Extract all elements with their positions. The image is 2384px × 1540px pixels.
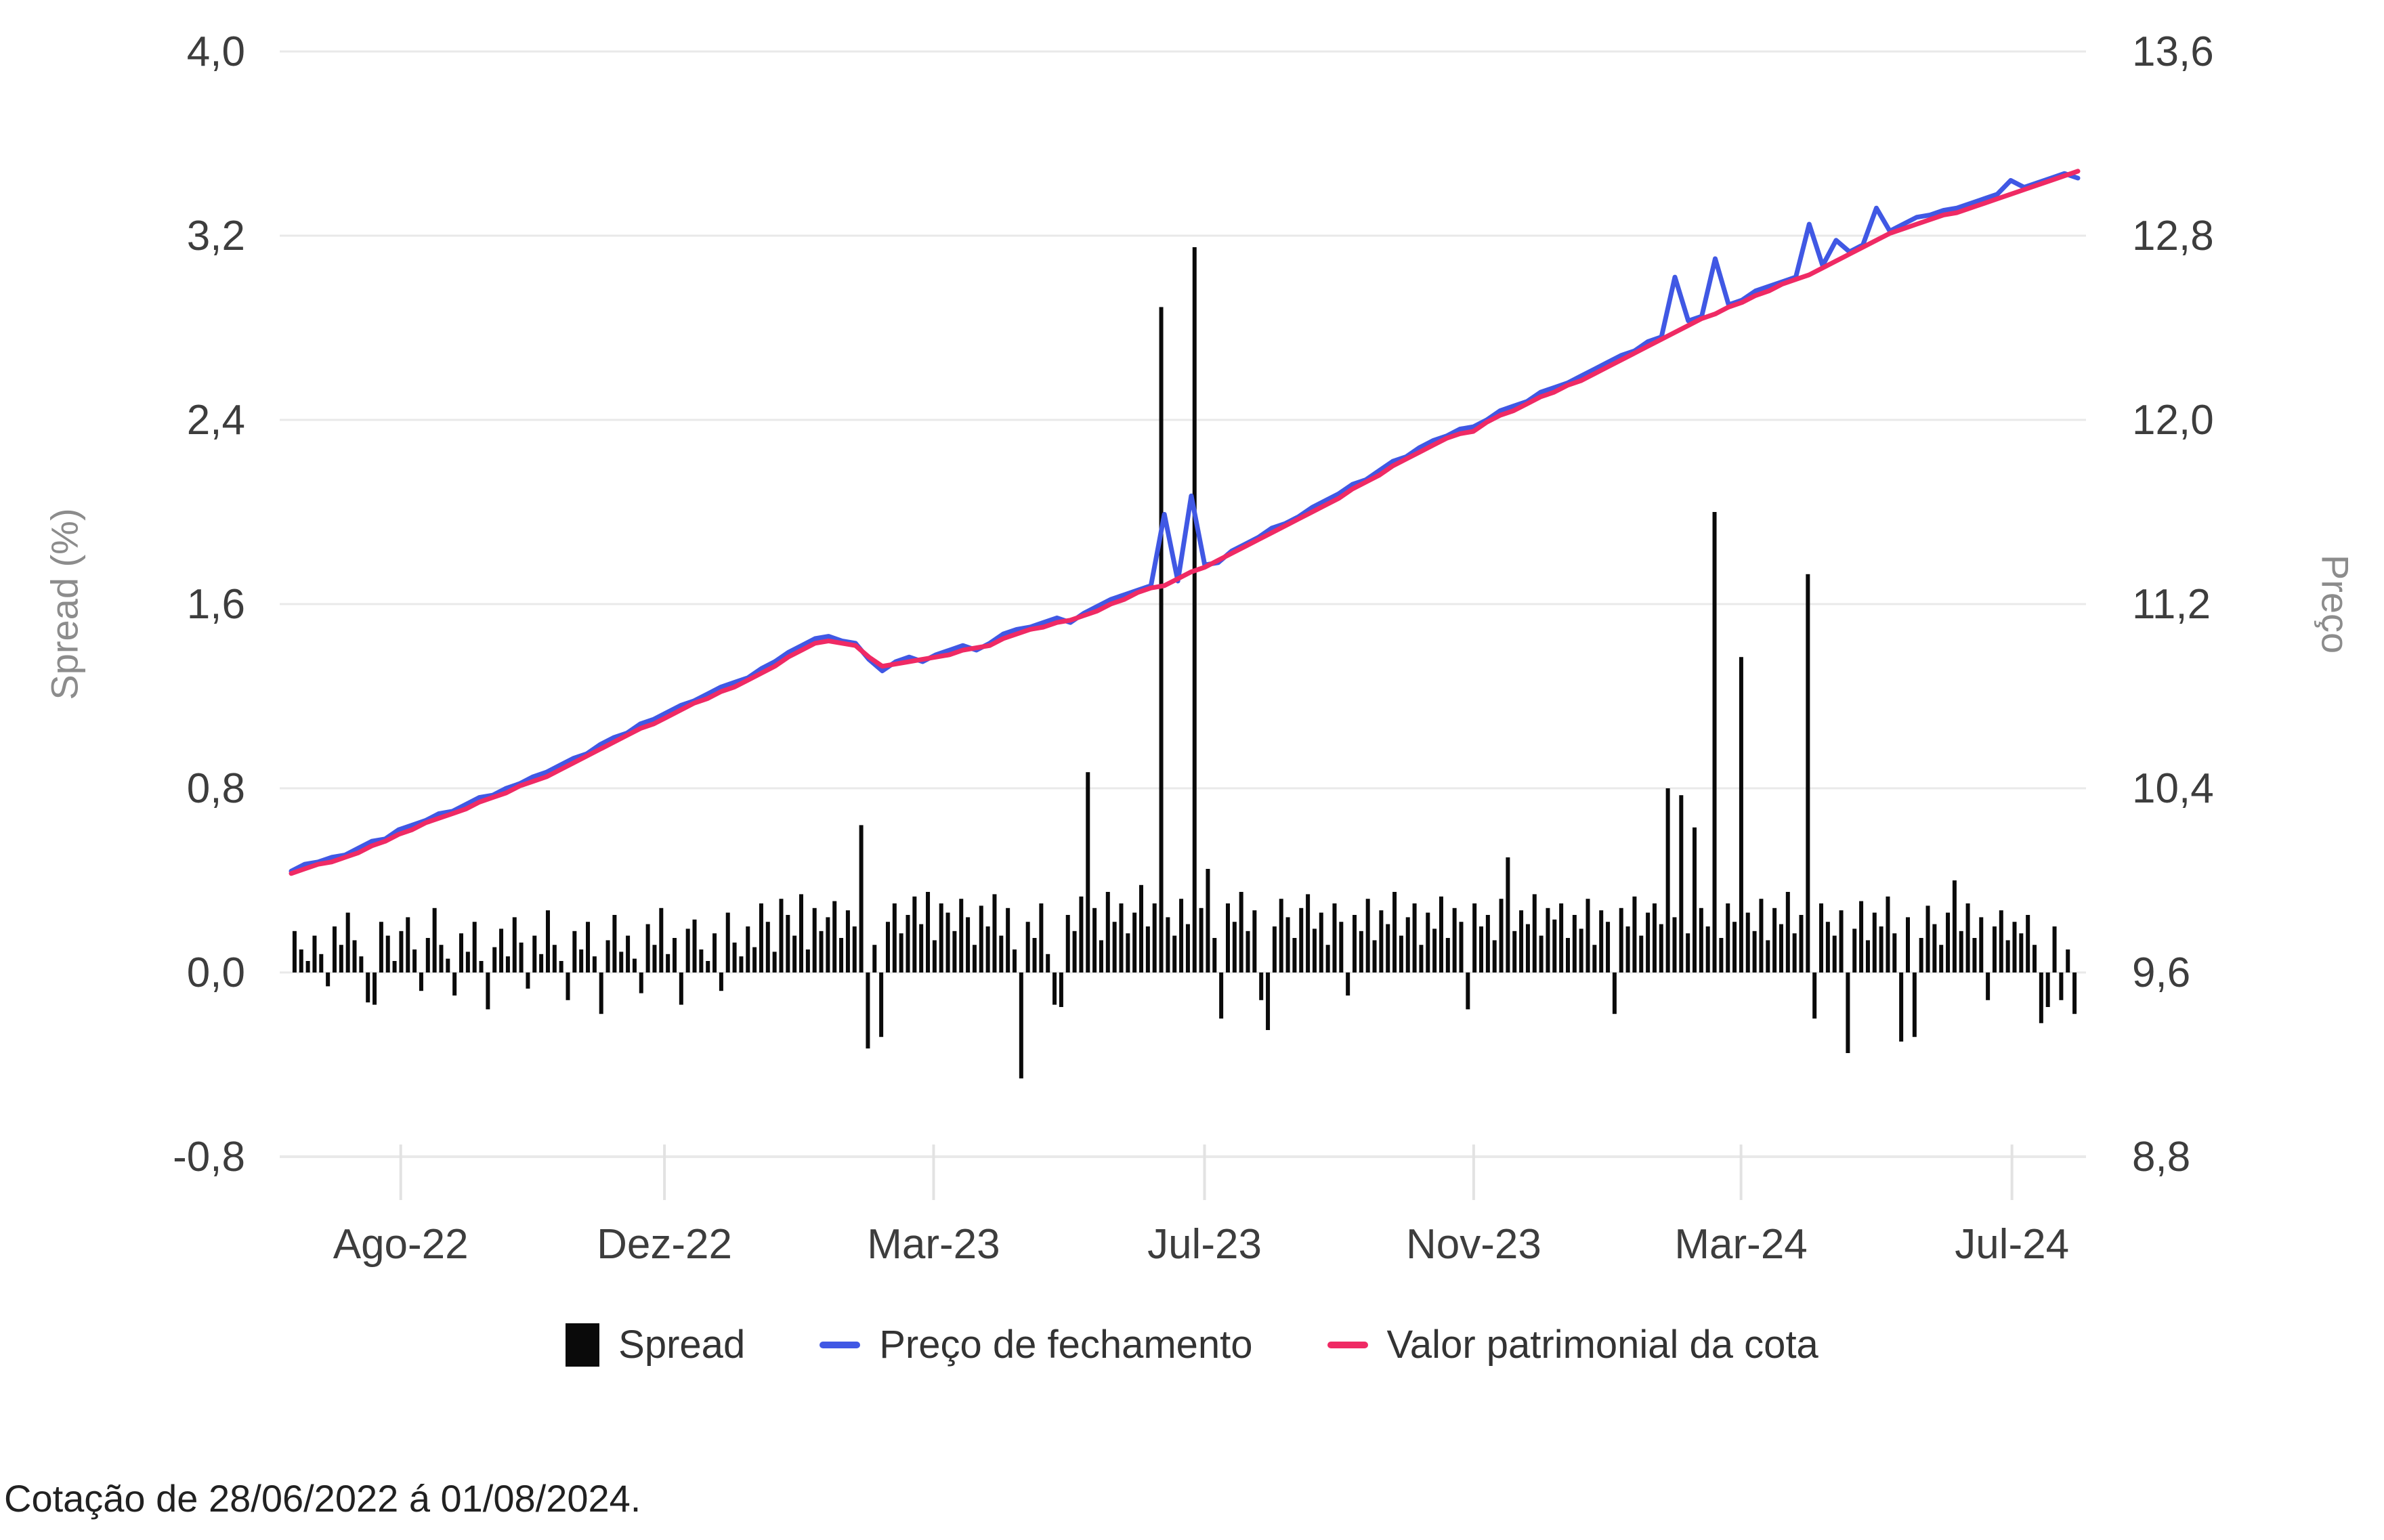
legend-label-close-price: Preço de fechamento [879,1323,1253,1367]
svg-text:11,2: 11,2 [2132,581,2211,628]
svg-text:Jul-23: Jul-23 [1147,1221,1262,1268]
svg-text:Ago-22: Ago-22 [333,1221,469,1268]
x-axis-ticks [399,1145,2014,1200]
nav-swatch-icon [1327,1341,1368,1348]
legend-label-nav: Valor patrimonial da cota [1386,1323,1818,1367]
left-axis-tick-labels: 4,0 3,2 2,4 1,6 0,8 0,0 -0,8 [173,28,245,1180]
svg-text:3,2: 3,2 [187,213,245,259]
legend-label-spread: Spread [618,1323,746,1367]
svg-text:0,8: 0,8 [187,765,245,812]
svg-text:1,6: 1,6 [187,581,245,628]
spread-swatch-icon [566,1323,600,1367]
price-lines [289,169,2081,876]
svg-text:2,4: 2,4 [187,397,245,444]
svg-text:Mar-24: Mar-24 [1674,1221,1807,1268]
svg-text:4,0: 4,0 [187,28,245,75]
legend-item-spread: Spread [566,1322,745,1367]
spread-bars [292,247,2077,1079]
svg-text:Jul-24: Jul-24 [1955,1221,2069,1268]
svg-text:10,4: 10,4 [2132,765,2214,812]
svg-text:8,8: 8,8 [2132,1134,2190,1180]
close-price-swatch-icon [820,1341,861,1348]
svg-text:0,0: 0,0 [187,949,245,996]
svg-text:12,0: 12,0 [2132,397,2214,444]
svg-text:-0,8: -0,8 [173,1134,245,1180]
svg-text:Mar-23: Mar-23 [867,1221,1000,1268]
x-axis-tick-labels: Ago-22 Dez-22 Mar-23 Jul-23 Nov-23 Mar-24 Jul-… [333,1221,2069,1268]
caption: Cotação de 28/06/2022 á 01/08/2024. [4,1477,641,1520]
legend-item-close-price: Preço de fechamento [820,1322,1253,1367]
right-axis-title: Preço [2314,554,2357,654]
legend-item-nav: Valor patrimonial da cota [1327,1322,1818,1367]
svg-text:Nov-23: Nov-23 [1406,1221,1541,1268]
svg-text:13,6: 13,6 [2132,28,2214,75]
left-axis-title: Spread (%) [43,508,86,700]
right-axis-tick-labels: 13,6 12,8 12,0 11,2 10,4 9,6 8,8 [2132,28,2214,1180]
svg-text:Dez-22: Dez-22 [597,1221,732,1268]
legend: Spread Preço de fechamento Valor patrimo… [0,1322,2384,1367]
svg-text:12,8: 12,8 [2132,213,2214,259]
svg-text:9,6: 9,6 [2132,949,2190,996]
